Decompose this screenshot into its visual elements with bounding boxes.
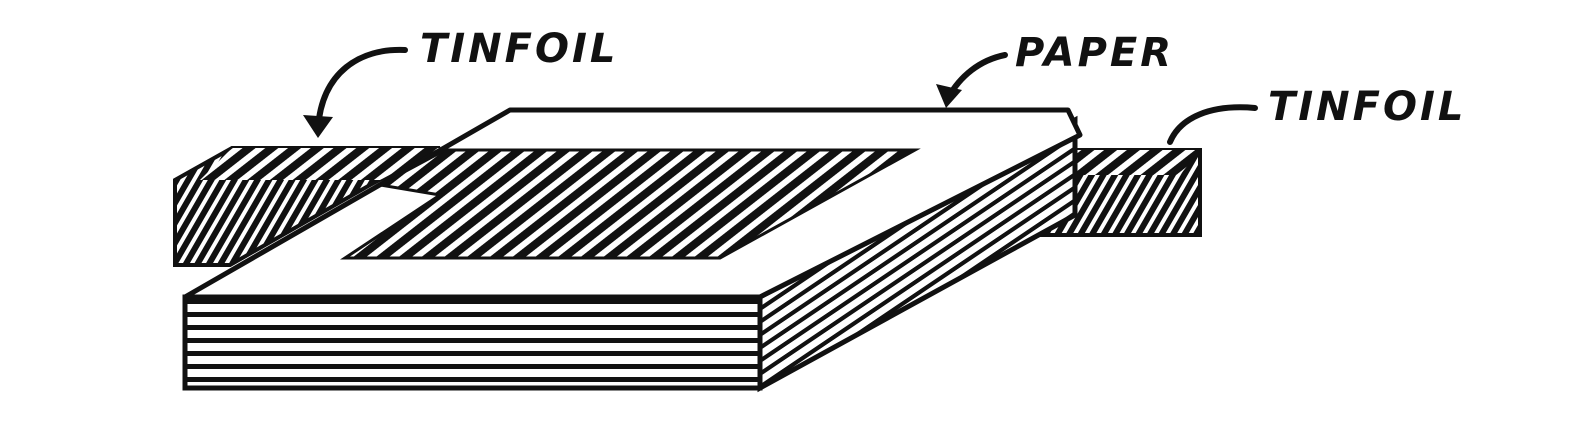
label-paper: PAPER [1015, 30, 1174, 76]
arrow-paper-head [936, 84, 962, 108]
tinfoil-center-sheet [340, 148, 921, 260]
stack-front-face [182, 294, 763, 391]
callout-arrows [303, 46, 1258, 145]
tinfoil-left-tab [173, 146, 441, 267]
arrow-tinfoil-right [1167, 104, 1258, 145]
label-tinfoil-right: TINFOIL [1268, 84, 1466, 130]
arrow-tinfoil-left-head [303, 115, 333, 138]
label-tinfoil-left: TINFOIL [420, 26, 618, 72]
arrow-tinfoil-left [315, 46, 408, 131]
